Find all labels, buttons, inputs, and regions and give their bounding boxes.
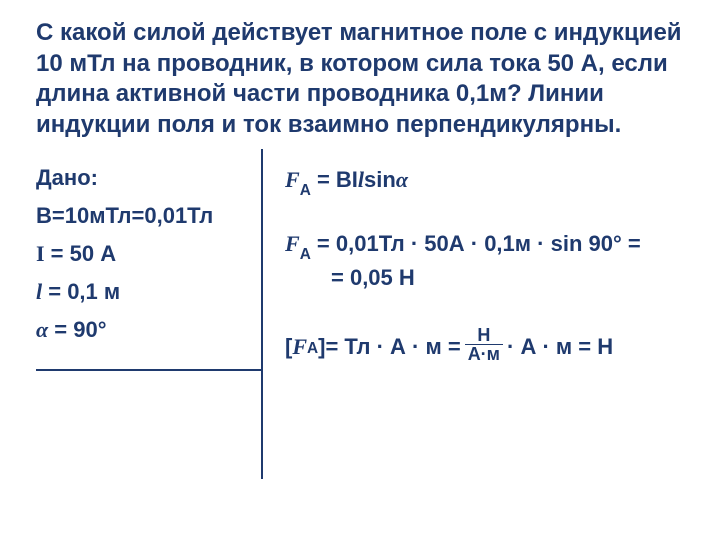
given-alpha: α = 90° bbox=[36, 317, 261, 343]
given-I: I = 50 А bbox=[36, 241, 261, 267]
fraction-unit: Н А·м bbox=[465, 326, 503, 365]
solution-column: FA = BIlsinα FA = 0,01Тл · 50А · 0,1м · … bbox=[285, 149, 684, 479]
column-divider bbox=[261, 149, 263, 479]
given-B: В=10мТл=0,01Тл bbox=[36, 203, 261, 229]
problem-statement: С какой силой действует магнитное поле с… bbox=[36, 18, 684, 141]
solution-body: Дано: В=10мТл=0,01Тл I = 50 А l = 0,1 м … bbox=[36, 149, 684, 479]
given-column: Дано: В=10мТл=0,01Тл I = 50 А l = 0,1 м … bbox=[36, 149, 261, 479]
given-heading: Дано: bbox=[36, 165, 261, 191]
calculation-line: FA = 0,01Тл · 50А · 0,1м · sin 90° = = 0… bbox=[285, 229, 684, 294]
units-line: [FA]= Тл · А · м = Н А·м · А · м = Н bbox=[285, 328, 684, 367]
formula-line: FA = BIlsinα bbox=[285, 165, 684, 199]
given-l: l = 0,1 м bbox=[36, 279, 261, 305]
